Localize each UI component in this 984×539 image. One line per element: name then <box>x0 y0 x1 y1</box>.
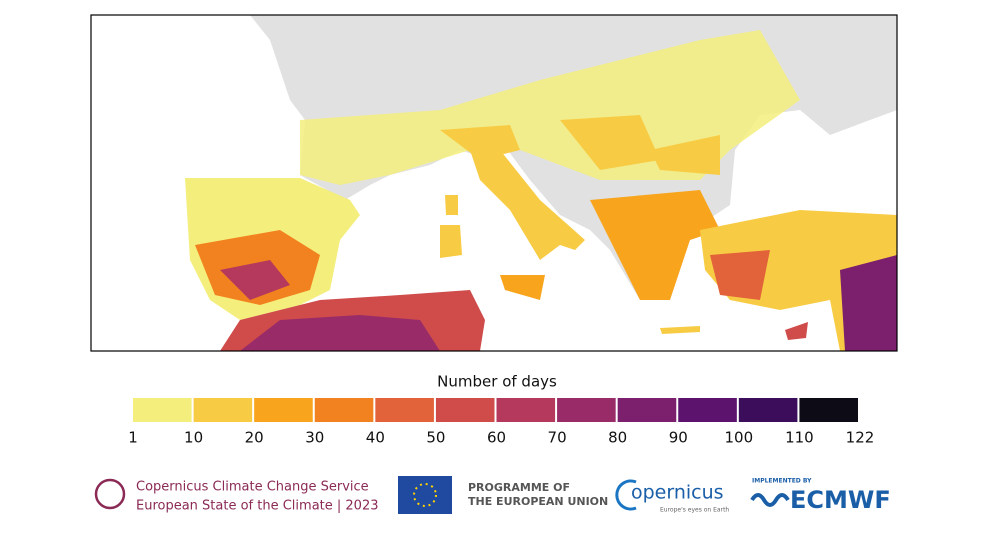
central-warm <box>440 115 720 175</box>
footer: Copernicus Climate Change Service Europe… <box>94 476 891 514</box>
colorbar-tick-label: 110 <box>785 429 814 447</box>
iberia-hottest <box>220 260 290 300</box>
ecmwf-prefix: IMPLEMENTED BY <box>752 478 812 485</box>
copernicus-name: opernicus <box>631 482 724 504</box>
eu-line2: THE EUROPEAN UNION <box>468 495 608 508</box>
colorbar-segment <box>496 398 556 422</box>
colorbar-segment <box>738 398 798 422</box>
c3s-logo <box>94 478 126 510</box>
colorbar-tick-label: 30 <box>305 429 324 447</box>
colorbar-tick-label: 80 <box>608 429 627 447</box>
c3s-line1: Copernicus Climate Change Service <box>136 480 369 495</box>
colorbar-tick-label: 1 <box>128 429 138 447</box>
colorbar-tick-label: 100 <box>725 429 754 447</box>
colorbar-tick-label: 90 <box>669 429 688 447</box>
copernicus-tagline: Europe's eyes on Earth <box>660 507 729 514</box>
colorbar-tick-label: 40 <box>366 429 385 447</box>
eu-flag <box>398 476 452 514</box>
ecmwf-logo <box>750 493 790 507</box>
map <box>90 14 898 352</box>
ecmwf-name: ECMWF <box>790 486 891 514</box>
colorbar-segment <box>133 398 192 422</box>
colorbar-tick-label: 70 <box>548 429 567 447</box>
copernicus-c <box>615 479 637 511</box>
crete <box>660 326 700 334</box>
colorbar-tick-label: 10 <box>184 429 203 447</box>
colorbar-segment <box>799 398 858 422</box>
turkey-hot <box>710 250 770 300</box>
colorbar-tick-label: 122 <box>846 429 875 447</box>
eu-line1: PROGRAMME OF <box>468 481 570 494</box>
sicily <box>500 275 545 300</box>
eu-stars <box>413 483 437 507</box>
map-frame <box>90 14 898 352</box>
islands <box>440 195 462 258</box>
legend-title: Number of days <box>437 373 557 391</box>
colorbar-tick-label: 60 <box>487 429 506 447</box>
c3s-line2: European State of the Climate | 2023 <box>136 499 378 514</box>
colorbar-tick-label: 50 <box>426 429 445 447</box>
colorbar-segment <box>254 398 313 422</box>
colorbar: 1 10 20 30 40 50 60 70 80 90 100 110 122 <box>128 398 874 447</box>
colorbar-segment <box>678 398 737 422</box>
colorbar-segment <box>193 398 253 422</box>
italy <box>470 150 585 260</box>
colorbar-segment <box>314 398 374 422</box>
balkans <box>590 190 720 300</box>
north-africa-hot <box>240 315 440 351</box>
colorbar-segment <box>435 398 495 422</box>
colorbar-segment <box>557 398 616 422</box>
colorbar-segment <box>375 398 434 422</box>
colorbar-tick-label: 20 <box>245 429 264 447</box>
cyprus <box>785 322 808 340</box>
middle-east <box>840 255 897 351</box>
colorbar-segment <box>617 398 677 422</box>
